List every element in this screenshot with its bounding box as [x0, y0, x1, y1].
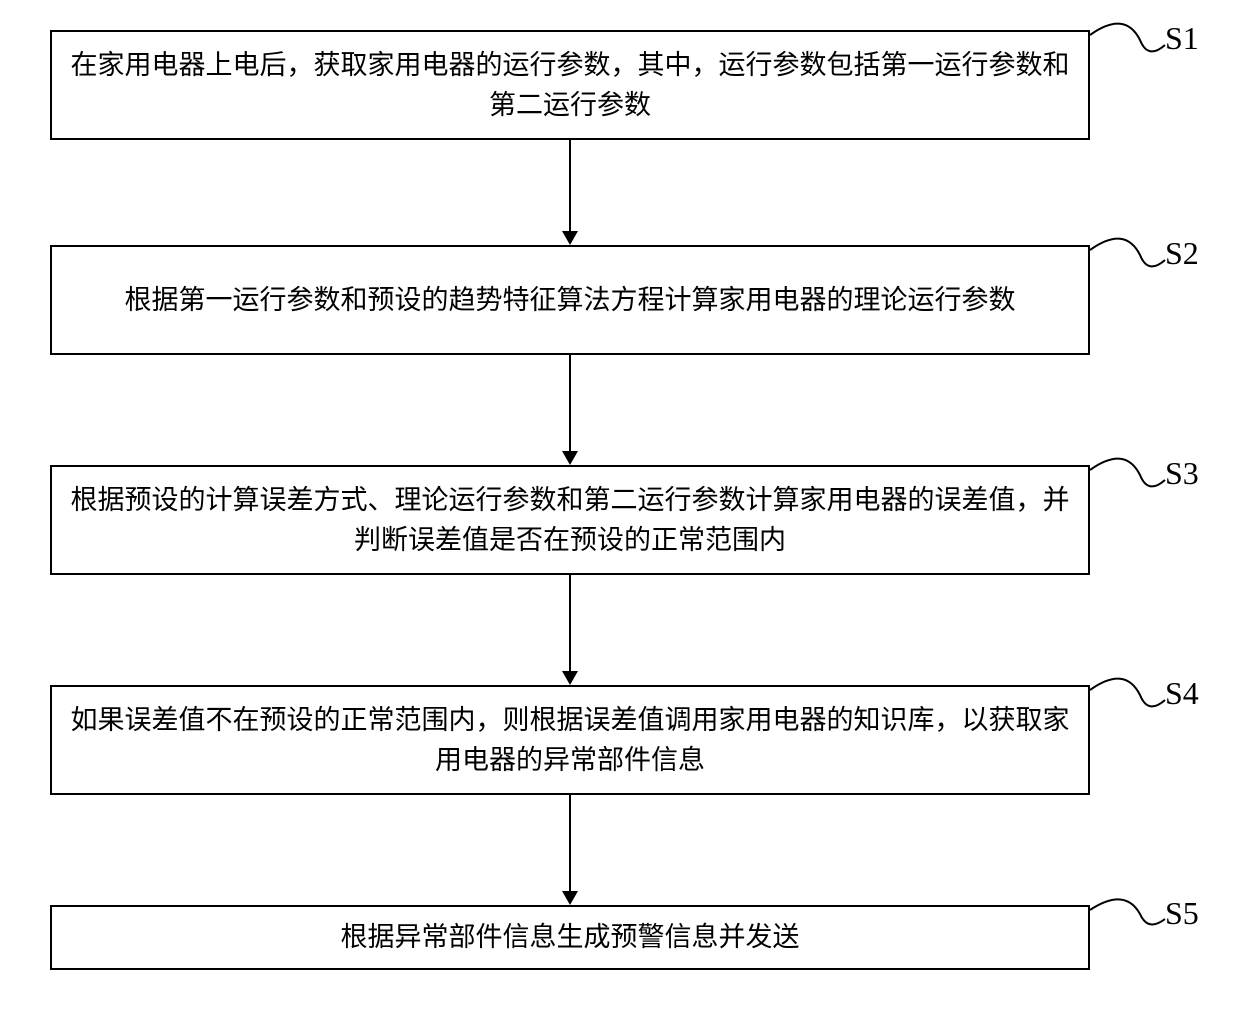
brace-curve-s1 [1090, 15, 1170, 85]
flowchart-node-s1: 在家用电器上电后，获取家用电器的运行参数，其中，运行参数包括第一运行参数和第二运… [50, 30, 1090, 140]
node-text: 根据异常部件信息生成预警信息并发送 [341, 917, 800, 958]
arrow-head-s3-s4 [562, 671, 578, 685]
brace-curve-s4 [1090, 670, 1170, 740]
arrow-s2-s3 [569, 355, 571, 451]
flowchart-node-s3: 根据预设的计算误差方式、理论运行参数和第二运行参数计算家用电器的误差值，并判断误… [50, 465, 1090, 575]
flowchart-canvas: 在家用电器上电后，获取家用电器的运行参数，其中，运行参数包括第一运行参数和第二运… [0, 0, 1240, 1031]
brace-curve-s5 [1090, 892, 1170, 952]
flowchart-node-s5: 根据异常部件信息生成预警信息并发送 [50, 905, 1090, 970]
step-label-s1: S1 [1165, 20, 1199, 57]
node-text: 根据预设的计算误差方式、理论运行参数和第二运行参数计算家用电器的误差值，并判断误… [68, 480, 1072, 561]
arrow-s3-s4 [569, 575, 571, 671]
step-label-s3: S3 [1165, 455, 1199, 492]
node-text: 根据第一运行参数和预设的趋势特征算法方程计算家用电器的理论运行参数 [125, 280, 1016, 321]
arrow-head-s1-s2 [562, 231, 578, 245]
flowchart-node-s4: 如果误差值不在预设的正常范围内，则根据误差值调用家用电器的知识库，以获取家用电器… [50, 685, 1090, 795]
flowchart-node-s2: 根据第一运行参数和预设的趋势特征算法方程计算家用电器的理论运行参数 [50, 245, 1090, 355]
node-text: 在家用电器上电后，获取家用电器的运行参数，其中，运行参数包括第一运行参数和第二运… [68, 45, 1072, 126]
arrow-head-s2-s3 [562, 451, 578, 465]
step-label-s5: S5 [1165, 895, 1199, 932]
brace-curve-s2 [1090, 230, 1170, 300]
step-label-s4: S4 [1165, 675, 1199, 712]
node-text: 如果误差值不在预设的正常范围内，则根据误差值调用家用电器的知识库，以获取家用电器… [68, 700, 1072, 781]
brace-curve-s3 [1090, 450, 1170, 520]
arrow-head-s4-s5 [562, 891, 578, 905]
step-label-s2: S2 [1165, 235, 1199, 272]
arrow-s1-s2 [569, 140, 571, 231]
arrow-s4-s5 [569, 795, 571, 891]
